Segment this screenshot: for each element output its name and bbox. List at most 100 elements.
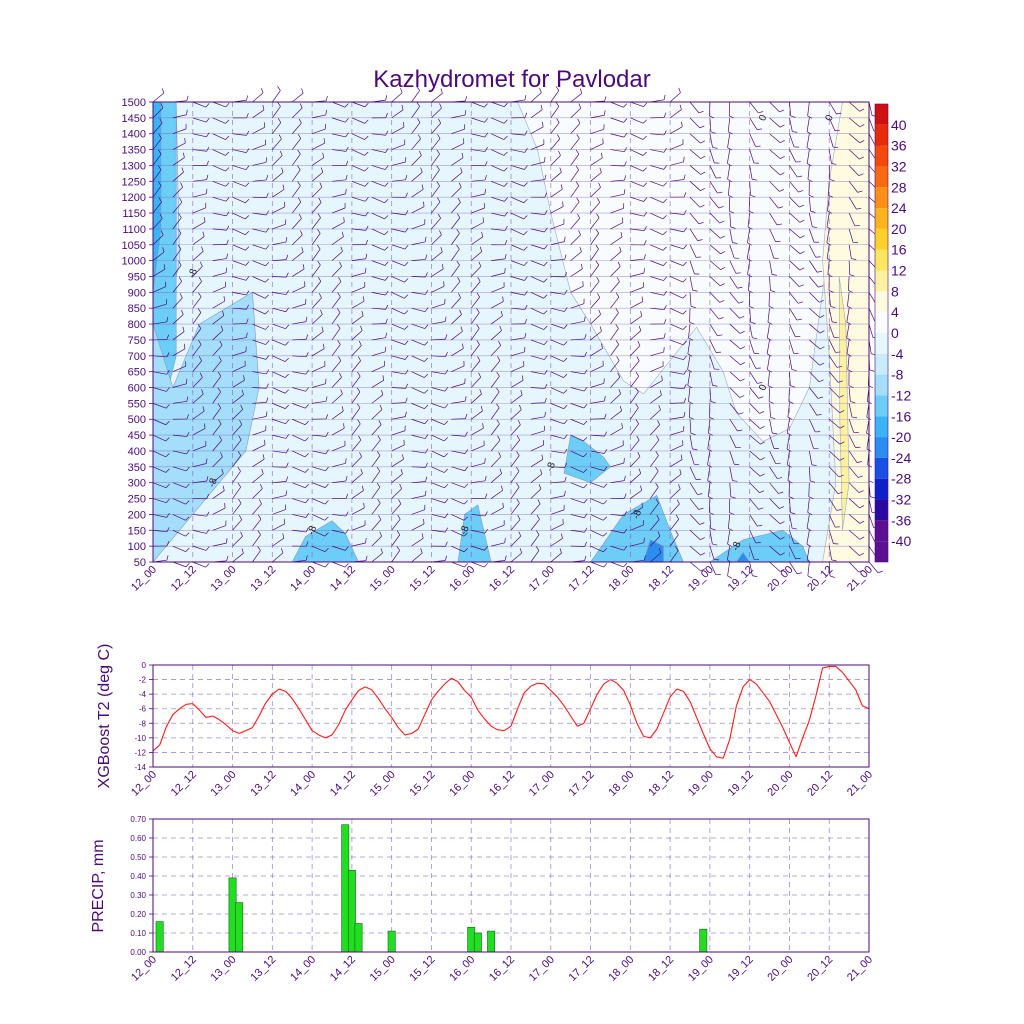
wind-barb-flag	[456, 213, 461, 218]
wind-barb-flag	[384, 182, 389, 187]
wind-barb	[749, 355, 757, 369]
wind-barb	[172, 561, 187, 568]
wind-barb-flag	[297, 134, 302, 139]
wind-barb-flag	[201, 389, 204, 395]
wind-barb-flag	[543, 278, 548, 283]
wind-barb-flag	[624, 175, 627, 181]
wind-barb	[670, 212, 685, 215]
wind-barb-flag	[859, 156, 865, 160]
wind-barb-flag	[858, 490, 864, 493]
cs-y-tick-label: 1100	[122, 224, 146, 236]
wind-barb-flag	[345, 146, 349, 152]
wind-barb	[727, 165, 731, 180]
wind-barb	[590, 330, 602, 341]
wind-barb-flag	[499, 325, 502, 331]
wind-barb-flag	[179, 197, 183, 203]
wind-barb	[689, 276, 694, 291]
t2-x-tick-label: 18_12	[646, 769, 676, 799]
wind-barb-flag	[663, 130, 667, 136]
wind-barb-flag	[241, 548, 244, 554]
wind-barb-flag	[556, 118, 560, 123]
wind-barb-flag	[697, 239, 703, 241]
wind-barb-flag	[166, 316, 169, 322]
wind-barb	[451, 264, 460, 277]
wind-barb-flag	[479, 389, 482, 395]
wind-barb	[232, 394, 244, 404]
wind-barb	[630, 391, 639, 404]
wind-barb-flag	[206, 132, 210, 138]
wind-barb	[707, 466, 711, 481]
wind-barb-flag	[319, 182, 323, 188]
wind-barb	[570, 93, 582, 103]
wind-barb	[292, 498, 306, 504]
wind-barb-flag	[302, 264, 305, 270]
wind-barb	[391, 387, 406, 389]
wind-barb	[689, 498, 699, 510]
wind-barb	[411, 90, 420, 103]
wind-barb-flag	[378, 515, 382, 520]
wind-barb	[371, 379, 384, 388]
precip-x-tick-label: 13_12	[248, 954, 278, 984]
wind-barb	[232, 409, 243, 420]
wind-barb	[670, 371, 684, 375]
wind-barb-flag	[740, 330, 745, 334]
wind-barb	[272, 90, 281, 103]
wind-barb	[431, 303, 445, 309]
wind-barb	[868, 530, 876, 543]
wind-barb	[431, 169, 440, 182]
wind-barb	[470, 376, 481, 388]
wind-barb	[550, 258, 565, 261]
wind-barb	[550, 223, 565, 230]
wind-barb	[786, 450, 790, 465]
wind-barb-flag	[476, 292, 480, 298]
cs-x-tick-label: 20_12	[805, 564, 835, 594]
colorbar-box	[875, 145, 888, 167]
wind-barb	[212, 490, 225, 499]
wind-barb-flag	[826, 242, 832, 246]
wind-barb-flag	[559, 548, 562, 554]
wind-barb-flag	[365, 225, 369, 231]
colorbar-label: -24	[891, 450, 911, 466]
wind-barb	[152, 122, 163, 134]
wind-barb-flag	[790, 385, 796, 388]
wind-barb-flag	[597, 293, 601, 298]
wind-barb-flag	[828, 194, 834, 198]
wind-barb-flag	[278, 134, 282, 140]
wind-barb-flag	[405, 192, 408, 198]
wind-barb	[590, 434, 605, 437]
wind-barb	[689, 514, 700, 525]
cs-x-tick-label: 17_00	[527, 564, 557, 594]
wind-barb-flag	[576, 197, 580, 203]
wind-barb	[670, 430, 684, 436]
wind-barb	[630, 212, 645, 217]
wind-barb-flag	[596, 276, 600, 282]
wind-barb	[291, 201, 302, 214]
wind-barb	[510, 292, 525, 296]
wind-barb-flag	[683, 174, 686, 180]
wind-barb	[431, 418, 445, 425]
wind-barb-flag	[459, 309, 462, 315]
wind-barb	[530, 323, 544, 330]
wind-barb-flag	[185, 516, 190, 521]
wind-barb	[590, 248, 599, 261]
wind-barb	[391, 161, 406, 166]
wind-barb	[590, 383, 605, 388]
wind-barb-flag	[265, 227, 270, 233]
wind-barb-flag	[497, 435, 501, 441]
wind-barb-flag	[516, 498, 520, 504]
t2-line-segment	[610, 679, 618, 684]
wind-barb	[550, 90, 560, 103]
wind-barb	[172, 171, 184, 182]
wind-barb-flag	[597, 197, 601, 203]
cs-y-tick-label: 1250	[122, 176, 146, 188]
wind-barb-flag	[799, 219, 805, 223]
wind-barb-flag	[160, 103, 164, 109]
wind-barb	[371, 276, 386, 281]
wind-barb-flag	[166, 541, 170, 547]
wind-barb-flag	[779, 172, 785, 176]
colorbar-box	[875, 457, 888, 479]
wind-barb	[172, 545, 186, 552]
wind-barb	[371, 424, 382, 436]
wind-barb-flag	[177, 228, 182, 234]
wind-barb-flag	[245, 261, 250, 266]
